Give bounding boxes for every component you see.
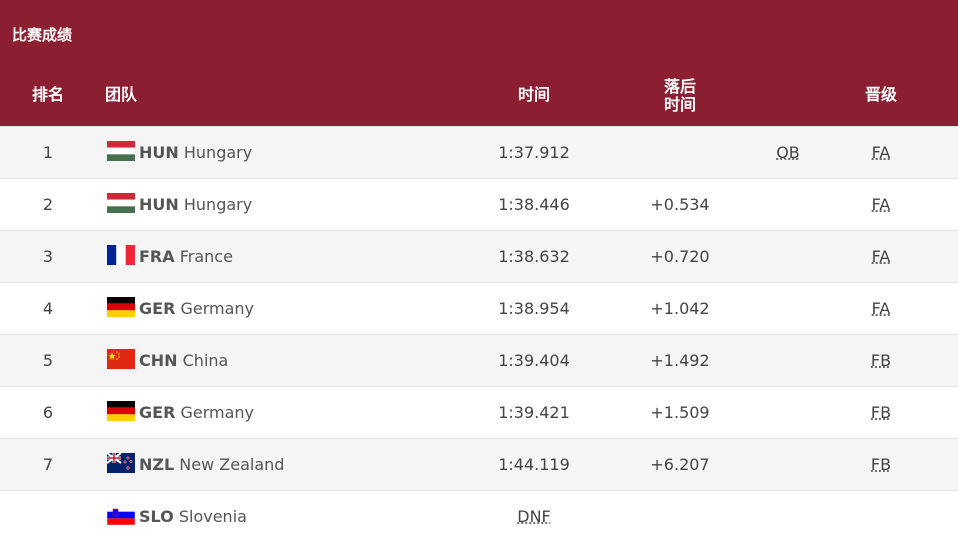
- code: HUN: [139, 195, 179, 214]
- col-header: 时间: [517, 85, 551, 104]
- flag: [107, 141, 135, 161]
- qualification: FB: [870, 351, 892, 370]
- team: Germany: [180, 299, 255, 318]
- rank: 2: [42, 195, 54, 214]
- row: 5 CHN China 1:39.404 +1.492 FB: [0, 334, 958, 386]
- time: DNF: [517, 507, 551, 526]
- flag: [107, 297, 135, 317]
- rank: 6: [42, 403, 54, 422]
- time: 1:39.404: [498, 351, 570, 370]
- qualification: FB: [870, 403, 892, 422]
- rank: 5: [42, 351, 54, 370]
- code: CHN: [139, 351, 178, 370]
- qualification: FA: [871, 195, 891, 214]
- flag: [107, 453, 135, 473]
- time: 1:44.119: [498, 455, 570, 474]
- behind: +1.509: [650, 403, 710, 422]
- behind: +1.042: [650, 299, 710, 318]
- time: 1:37.912: [498, 143, 570, 162]
- rank: 4: [42, 299, 54, 318]
- note: QB: [776, 143, 800, 162]
- row: 7 NZL New Zealand 1:44.119 +6.207 FB: [0, 438, 958, 490]
- col-header: 排名: [31, 85, 65, 104]
- team: Slovenia: [178, 507, 247, 526]
- behind: +6.207: [650, 455, 710, 474]
- qualification: FA: [871, 143, 891, 162]
- rank: 7: [42, 455, 54, 474]
- col-header-line: 时间: [663, 95, 697, 114]
- time: 1:39.421: [498, 403, 570, 422]
- code: GER: [139, 299, 176, 318]
- flag: [107, 349, 135, 369]
- row: SLO Slovenia DNF: [0, 490, 958, 542]
- team: Hungary: [183, 195, 253, 214]
- code: HUN: [139, 143, 179, 162]
- code: FRA: [139, 247, 175, 266]
- behind: +1.492: [650, 351, 710, 370]
- team: Germany: [180, 403, 255, 422]
- code: GER: [139, 403, 176, 422]
- flag: [107, 401, 135, 421]
- qualification: FA: [871, 299, 891, 318]
- flag: [107, 505, 135, 525]
- row: 4 GER Germany 1:38.954 +1.042 FA: [0, 282, 958, 334]
- col-header: 团队: [105, 85, 138, 104]
- rank: 1: [42, 143, 54, 162]
- col-header-line: 落后: [663, 77, 697, 96]
- flag: [107, 245, 135, 265]
- qualification: FB: [870, 455, 892, 474]
- row: 1 HUN Hungary 1:37.912 QB FA: [0, 126, 958, 178]
- time: 1:38.446: [498, 195, 570, 214]
- team: New Zealand: [179, 455, 285, 474]
- header: 比赛成绩 排名 团队 时间 落后 时间 晋级: [0, 0, 958, 126]
- behind: +0.534: [650, 195, 710, 214]
- team: France: [179, 247, 233, 266]
- col-header: 晋级: [864, 85, 898, 104]
- time: 1:38.632: [498, 247, 570, 266]
- behind: +0.720: [650, 247, 710, 266]
- col-header: 落后 时间: [664, 78, 696, 114]
- team: Hungary: [183, 143, 253, 162]
- flag: [107, 193, 135, 213]
- team: China: [182, 351, 229, 370]
- rank: 3: [42, 247, 54, 266]
- row: 2 HUN Hungary 1:38.446 +0.534 FA: [0, 178, 958, 230]
- time: 1:38.954: [498, 299, 570, 318]
- row: 6 GER Germany 1:39.421 +1.509 FB: [0, 386, 958, 438]
- title: 比赛成绩: [12, 26, 73, 44]
- qualification: FA: [871, 247, 891, 266]
- code: NZL: [139, 455, 175, 474]
- code: SLO: [139, 507, 174, 526]
- row: 3 FRA France 1:38.632 +0.720 FA: [0, 230, 958, 282]
